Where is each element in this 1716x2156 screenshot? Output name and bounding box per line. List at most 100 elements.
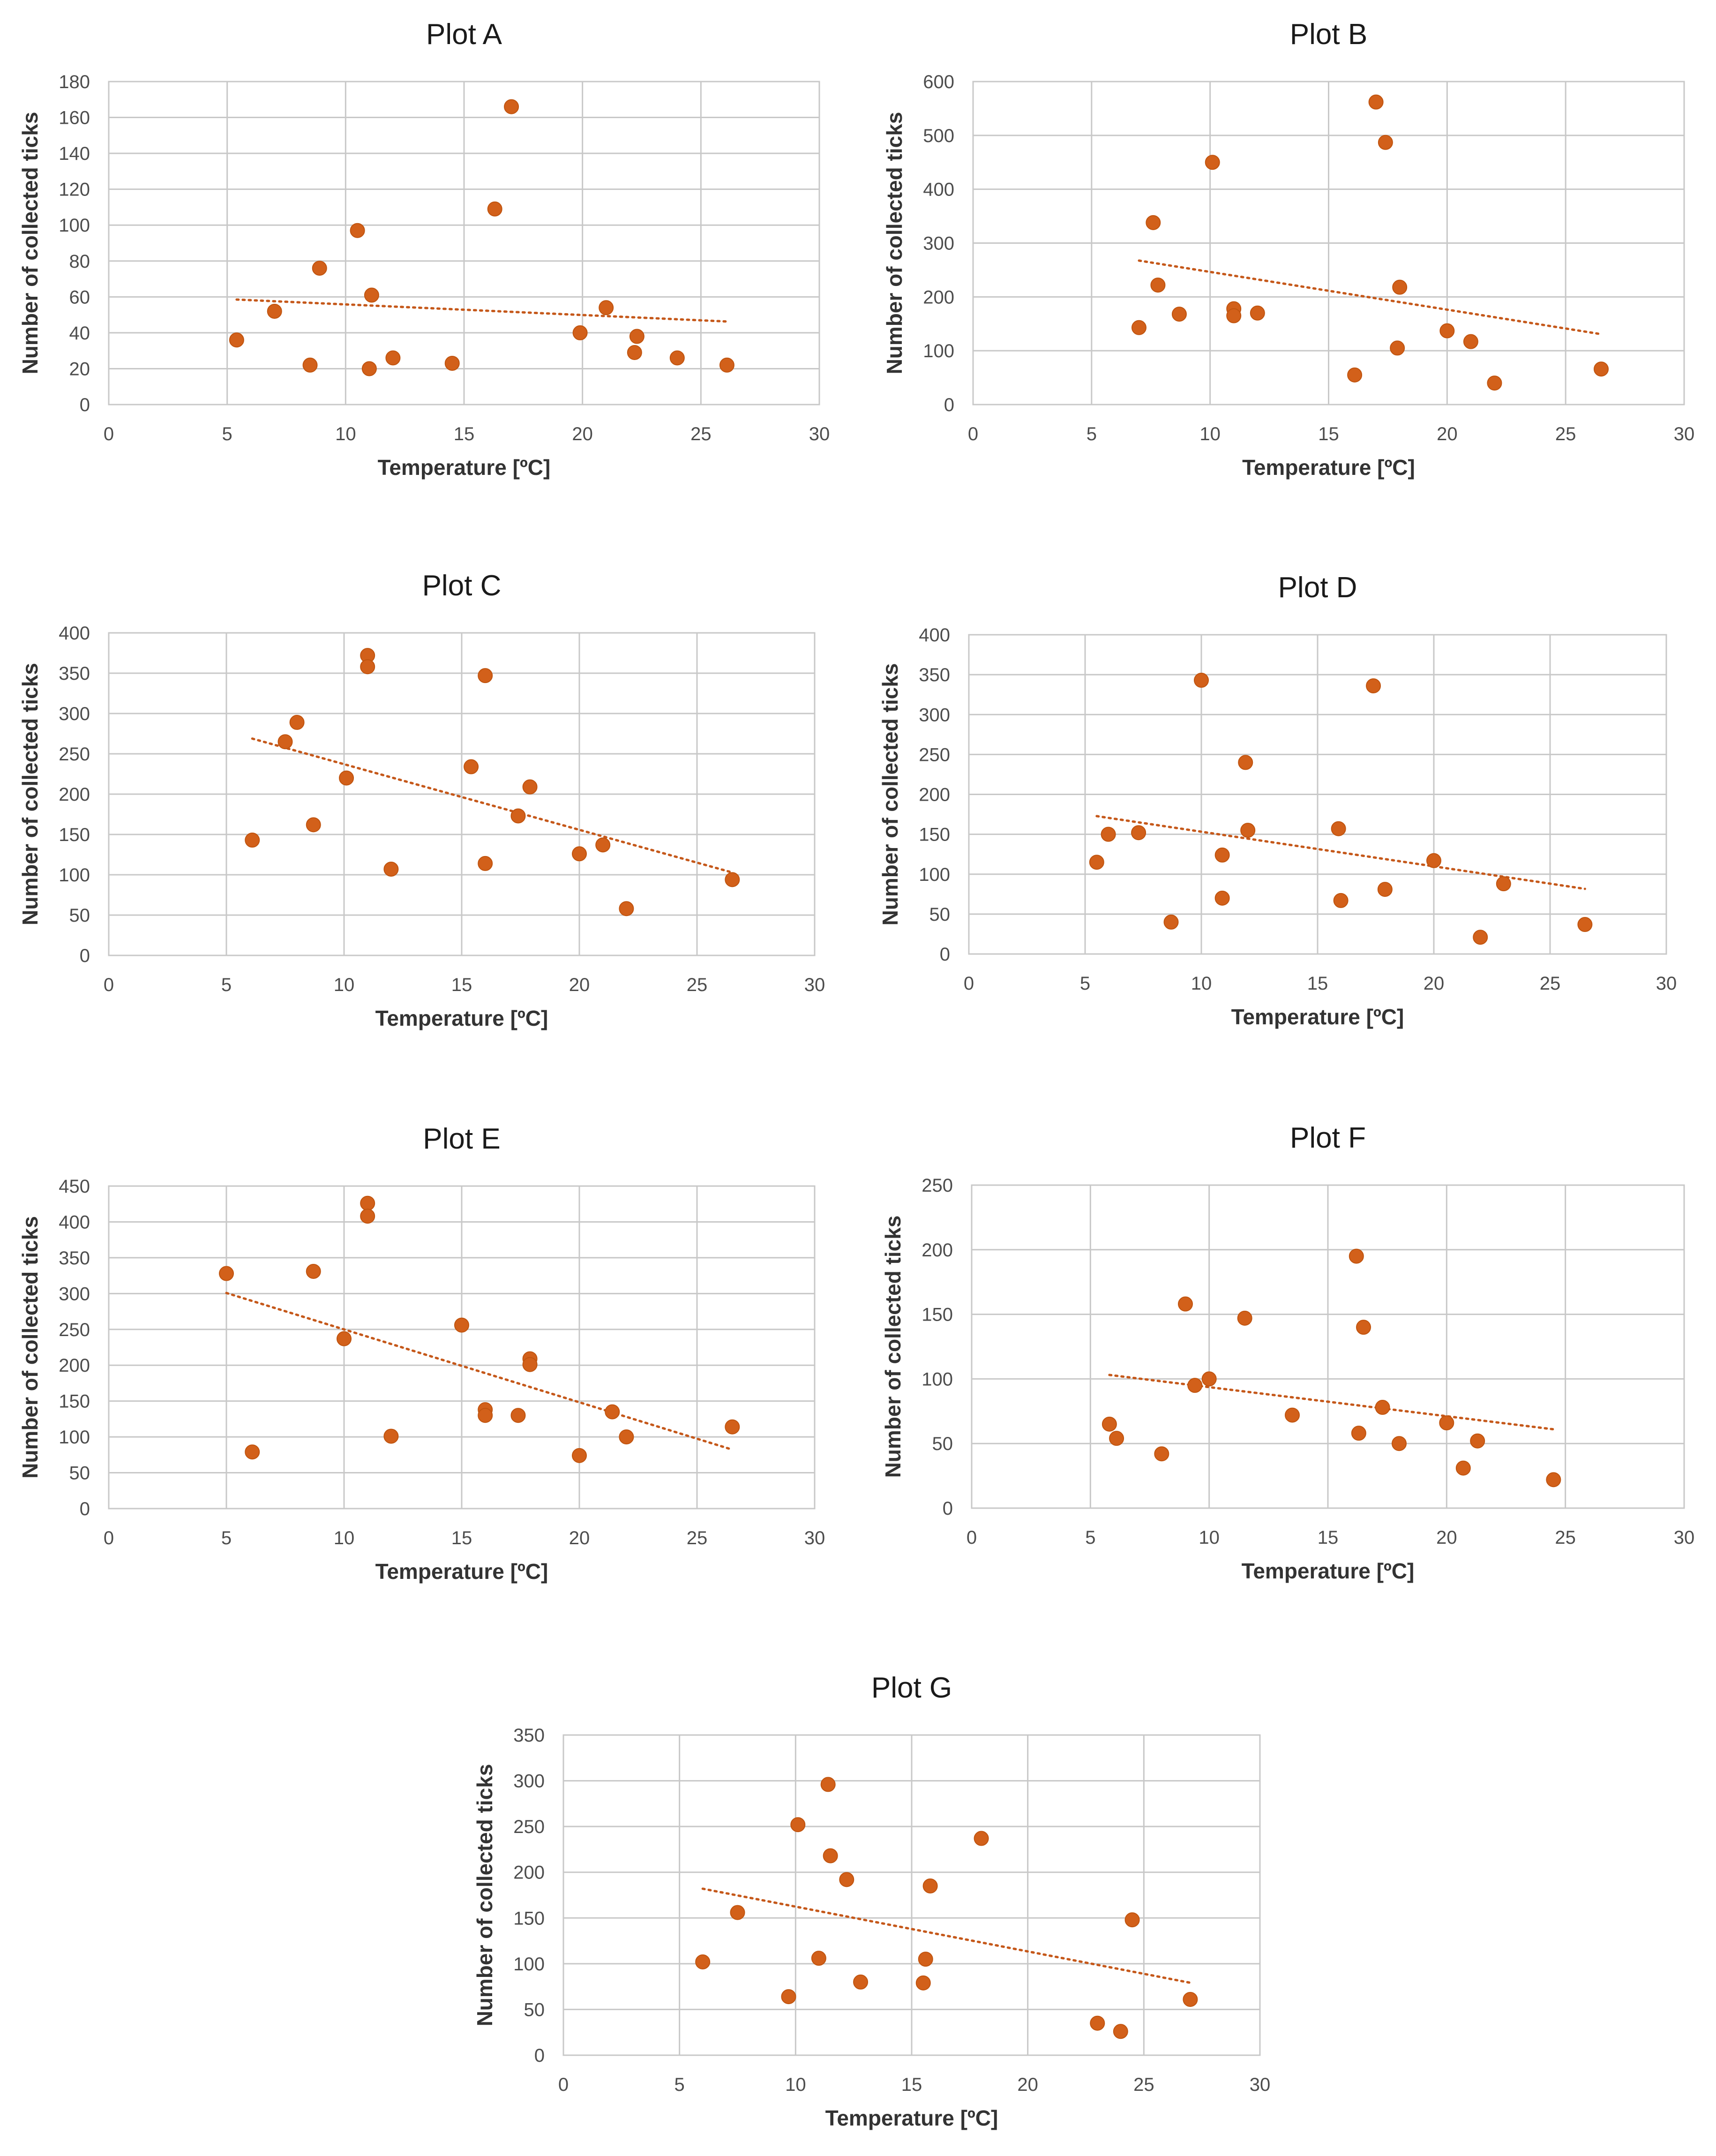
plot-g-data-point [820,1777,836,1792]
plot-c-data-point [478,668,493,684]
plot-c-x-tick-label: 5 [221,975,232,995]
plot-e-y-tick-label: 100 [59,1427,90,1448]
plot-e-data-point [522,1357,538,1372]
plot-e-data-point [478,1408,493,1423]
plot-f-x-tick-label: 30 [1674,1527,1695,1548]
plot-e-data-point [510,1408,526,1423]
plot-c-x-tick-label: 25 [687,975,708,995]
plot-a-data-point [504,99,519,114]
plot-e-x-tick-label: 10 [334,1528,355,1548]
plot-d-data-point [1194,673,1209,688]
plot-f-data-point [1351,1426,1366,1441]
plot-g-x-tick-label: 10 [785,2074,806,2095]
plot-c-y-tick-label: 400 [59,623,90,644]
plot-f-plot-area [971,1184,1685,1509]
plot-b-x-tick-label: 30 [1674,424,1695,444]
plot-e-y-tick-label: 0 [80,1499,90,1519]
plot-c-data-point [277,734,293,750]
plot-d-title: Plot D [1278,571,1357,604]
plot-a-data-point [385,350,401,366]
plot-a-data-point [572,325,588,340]
plot-a-panel: 0 20 40 60 80 100 120 140 160 180 0 5 10 15 20 25 30 Plot… [18,18,830,480]
plot-b-data-point [1226,308,1242,323]
plot-b-x-tick-label: 0 [968,424,978,444]
plot-g-data-point [1183,1991,1198,2007]
plot-e-y-tick-label: 250 [59,1320,90,1340]
plot-f-x-tick-label: 15 [1318,1527,1339,1548]
plot-b-data-point [1368,94,1384,110]
plot-g-data-point [781,1989,796,2005]
plot-c-data-point [572,846,587,862]
plot-c-data-point [289,714,305,730]
plot-f-data-point [1392,1436,1407,1451]
plot-g-data-point [730,1905,745,1920]
plot-e-data-point [605,1404,620,1420]
plot-d-data-point [1131,825,1146,841]
plot-b-data-point [1205,155,1220,170]
plot-e-data-point [619,1429,634,1445]
plot-g-data-point [853,1974,869,1990]
plot-f-data-point [1439,1415,1454,1431]
plot-f-gridlines [971,1184,1685,1509]
plot-d-x-tick-label: 25 [1540,973,1561,994]
plot-g-y-axis-title: Number of collected ticks [472,1764,497,2027]
plot-e-plot-area [108,1185,816,1510]
plot-b-data-point [1439,323,1455,338]
plot-d-x-axis-title: Temperature [ºC] [1231,1005,1404,1029]
plot-d-y-tick-label: 300 [919,705,950,725]
plot-c-y-axis-title: Number of collected ticks [18,663,42,925]
plot-d-x-tick-label: 5 [1080,973,1090,994]
plot-f-data-point [1109,1431,1124,1446]
plot-b-y-tick-label: 0 [944,395,954,415]
plot-a-data-point [267,303,282,319]
plot-c-data-point [725,872,740,887]
plot-d-data-point [1496,876,1511,892]
plot-c-data-point [383,861,399,877]
plot-b-plot-area [972,81,1685,406]
plot-c-x-tick-label: 0 [104,975,114,995]
plot-b-data-point [1392,279,1408,295]
plot-a-y-tick-label: 160 [59,108,90,128]
plot-d-y-tick-label: 400 [919,625,950,646]
plot-g-x-tick-label: 15 [901,2074,922,2095]
plot-c-data-point [245,833,260,848]
plot-c-data-point [522,779,538,795]
plot-e-panel: 0 50 100 150 200 250 300 350 400 450 0 5 10 15 20 25 30 P… [18,1123,825,1584]
plot-b-x-tick-label: 5 [1087,424,1097,444]
plot-d-data-point [1089,855,1104,870]
plot-d-data-point [1473,930,1488,945]
plot-f-data-point [1285,1407,1300,1423]
plot-f-x-tick-label: 5 [1085,1527,1095,1548]
plot-b-data-point [1150,278,1166,293]
plot-g-data-point [1090,2015,1105,2031]
plot-c-panel: 0 50 100 150 200 250 300 350 400 0 5 10 15 20 25 30 Plot… [18,570,825,1030]
plot-a-x-tick-label: 20 [572,424,593,444]
plot-g-data-point [790,1817,806,1833]
plot-b-gridlines [972,81,1685,406]
plot-d-y-tick-label: 250 [919,744,950,765]
plot-g-x-tick-label: 0 [558,2074,569,2095]
plot-a-x-axis-title: Temperature [ºC] [378,455,551,480]
plot-e-x-tick-label: 5 [221,1528,232,1548]
plot-e-y-tick-label: 400 [59,1212,90,1232]
plot-a-data-point [444,355,460,371]
plot-e-y-tick-label: 200 [59,1355,90,1376]
plot-a-x-tick-label: 5 [222,424,232,444]
plot-f-panel: 0 50 100 150 200 250 0 5 10 15 20 25 30 Plot F Tempera… [881,1122,1694,1583]
plot-b-data-point [1594,361,1609,377]
plot-g-title: Plot G [871,1672,952,1704]
plot-e-data-point [454,1317,469,1333]
plot-a-y-tick-label: 80 [69,251,90,272]
plot-c-y-tick-label: 200 [59,784,90,805]
plot-g-y-tick-label: 100 [513,1954,545,1975]
plot-b-data-point [1378,135,1393,150]
plot-f-data-point [1201,1371,1217,1387]
plot-b-panel: 0 100 200 300 400 500 600 0 5 10 15 20 25 30 Plot B Tem… [882,18,1694,480]
plot-f-y-tick-label: 50 [932,1434,953,1454]
plot-f-title: Plot F [1290,1122,1366,1154]
plot-f-x-tick-label: 0 [967,1527,977,1548]
plot-d-y-axis-title: Number of collected ticks [878,663,902,926]
plot-a-gridlines [108,81,820,406]
plot-f-x-axis-title: Temperature [ºC] [1242,1559,1415,1583]
plot-c-y-tick-label: 250 [59,744,90,765]
